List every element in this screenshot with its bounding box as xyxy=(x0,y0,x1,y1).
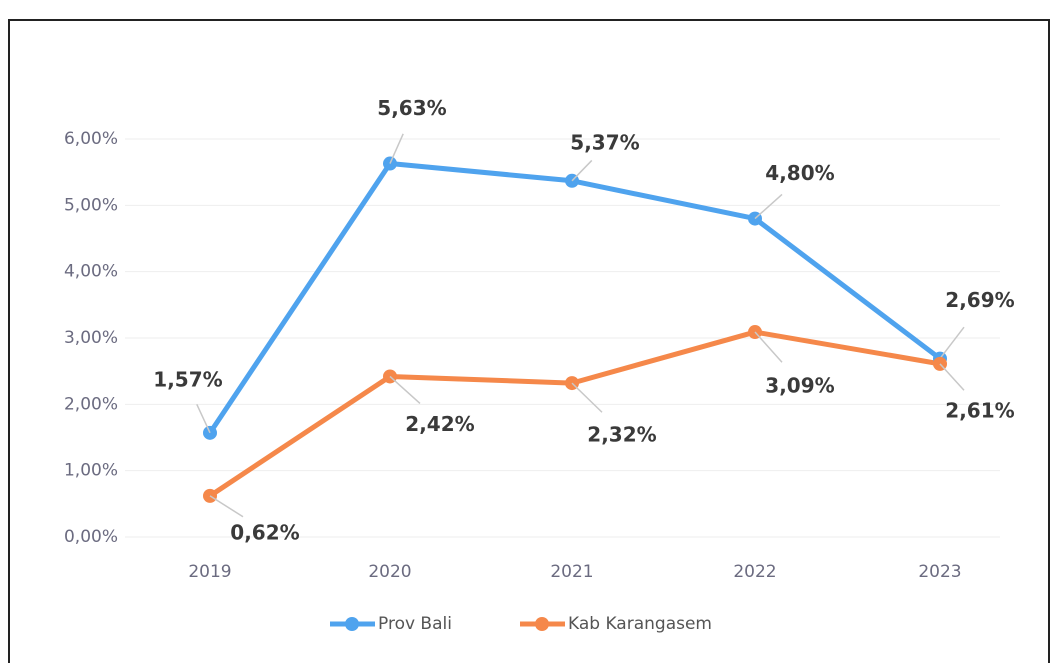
legend-marker xyxy=(535,617,549,631)
y-tick-label: 2,00% xyxy=(64,394,118,414)
data-label: 2,61% xyxy=(945,398,1014,422)
legend-label: Prov Bali xyxy=(378,614,452,634)
y-tick-label: 1,00% xyxy=(64,461,118,481)
x-tick-label: 2021 xyxy=(550,562,593,582)
leader-line xyxy=(389,375,421,404)
data-label: 0,62% xyxy=(230,520,299,544)
x-tick-label: 2022 xyxy=(733,562,776,582)
data-label: 2,32% xyxy=(587,423,656,447)
leader-line xyxy=(754,193,783,220)
frame xyxy=(8,19,1050,663)
leader-line xyxy=(939,326,965,360)
leader-line xyxy=(209,495,244,518)
x-tick-label: 2020 xyxy=(368,562,411,582)
data-label: 5,63% xyxy=(377,96,446,120)
data-label: 3,09% xyxy=(765,374,834,398)
data-label: 4,80% xyxy=(765,161,834,185)
leader-line xyxy=(754,331,783,363)
data-label: 2,69% xyxy=(945,288,1014,312)
y-tick-label: 4,00% xyxy=(64,262,118,282)
legend-label: Kab Karangasem xyxy=(568,614,712,634)
leader-line xyxy=(571,159,593,182)
x-tick-label: 2023 xyxy=(918,562,961,582)
data-label: 5,37% xyxy=(570,130,639,154)
series-line xyxy=(208,329,941,498)
y-tick-label: 6,00% xyxy=(64,129,118,149)
leader-line xyxy=(939,363,965,391)
leader-line xyxy=(196,403,211,434)
data-label: 1,57% xyxy=(153,367,222,391)
leader-line xyxy=(571,382,603,413)
x-tick-label: 2019 xyxy=(188,562,231,582)
y-tick-label: 3,00% xyxy=(64,328,118,348)
legend-marker xyxy=(345,617,359,631)
y-tick-label: 5,00% xyxy=(64,195,118,215)
data-label: 2,42% xyxy=(405,412,474,436)
leader-line xyxy=(389,133,404,164)
y-tick-label: 0,00% xyxy=(64,527,118,547)
